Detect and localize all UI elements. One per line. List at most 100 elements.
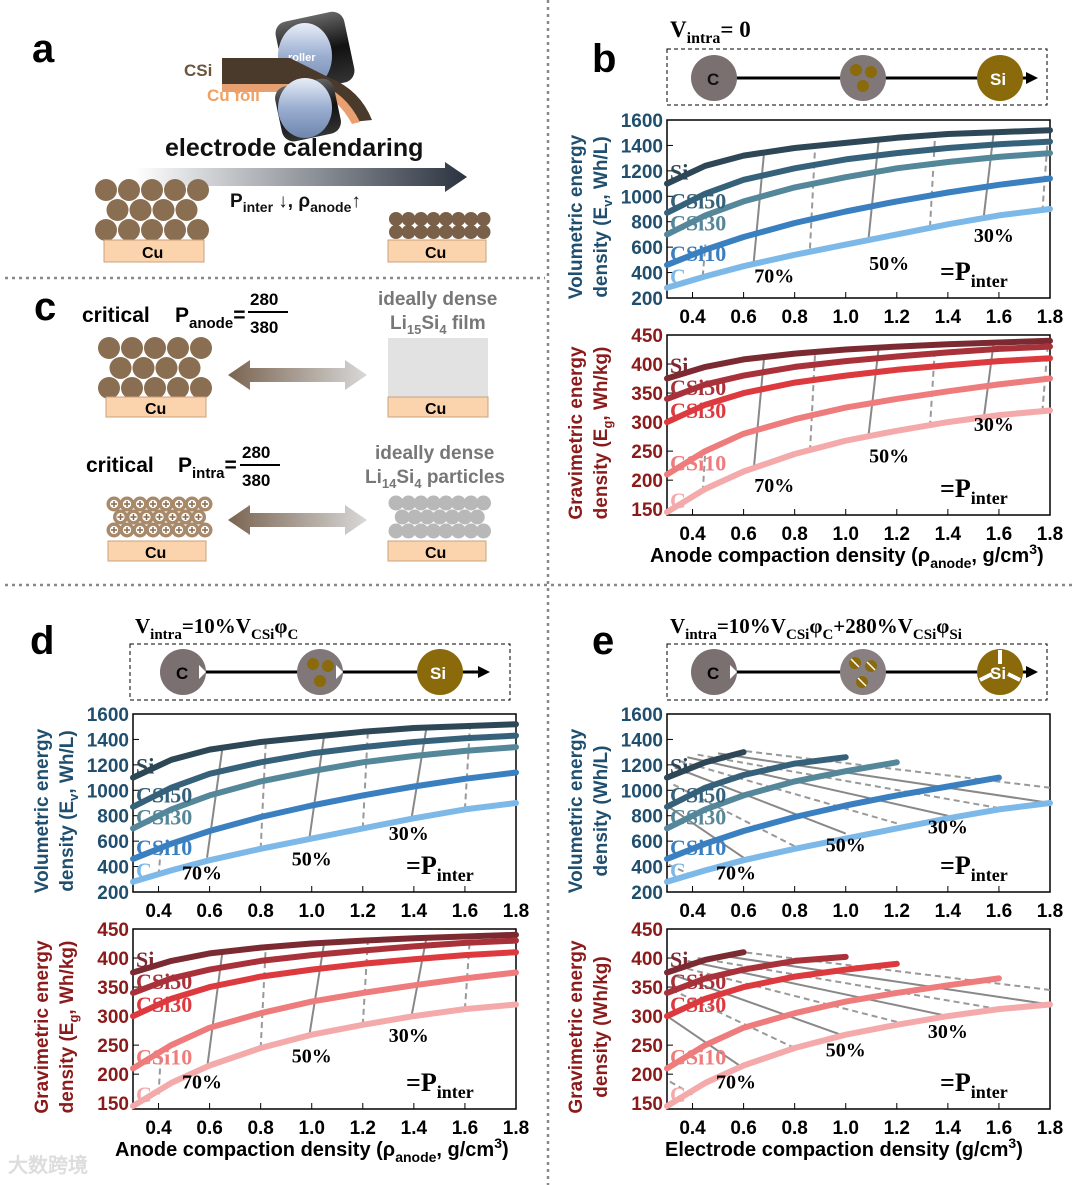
vintra-label: Vintra= 0 xyxy=(670,17,751,47)
cu-foil-label: Cu foil xyxy=(207,86,260,105)
iso-porosity-line-dashed xyxy=(259,741,267,849)
li15si4-film-label: Li15Si4 film xyxy=(390,313,486,337)
particle xyxy=(98,377,120,399)
particle xyxy=(439,212,453,226)
y-tick-label: 1200 xyxy=(87,756,129,777)
x-tick-label: 0.4 xyxy=(679,1118,706,1139)
particle xyxy=(469,509,485,525)
carbon-particle-porous-icon xyxy=(691,649,737,695)
composite-particle-icon xyxy=(840,55,886,101)
series-label-csi10: CSi10 xyxy=(136,1044,192,1069)
series-line-c xyxy=(664,206,1053,291)
x-tick-label: 0.4 xyxy=(679,524,706,545)
particle xyxy=(476,523,491,539)
particle xyxy=(106,199,129,221)
x-tick-label: 1.4 xyxy=(935,307,962,328)
x-axis-label: Electrode compaction density (g/cm3) xyxy=(665,1135,1023,1161)
series-label-csi50: CSi50 xyxy=(136,969,192,994)
y-tick-label: 400 xyxy=(631,355,663,376)
y-tick-label: 350 xyxy=(631,384,663,405)
carbon-label: C xyxy=(707,664,719,683)
porosity-annotation: 30% xyxy=(974,225,1014,247)
x-tick-label: 1.0 xyxy=(833,307,859,328)
particle xyxy=(132,357,155,379)
cu-current-collector xyxy=(387,396,489,418)
particle xyxy=(388,523,404,539)
fraction-numerator: 280 xyxy=(250,290,278,309)
panel-e-header: e Vintra=10%VCSiφC+280%VCSiφSi C Si xyxy=(592,614,1048,701)
particle xyxy=(444,509,460,525)
arrow-head-icon xyxy=(478,666,490,678)
iso-porosity-line-dashed xyxy=(928,345,937,427)
y-tick-label: 250 xyxy=(631,442,663,463)
cu-label: Cu xyxy=(425,545,446,562)
iso-porosity-line-dashed xyxy=(679,760,898,825)
particle xyxy=(141,179,163,201)
panel-a: a roller CSi Cu foil electrode calendari… xyxy=(32,11,491,263)
y-axis-label: Gravimetric energy xyxy=(566,346,587,520)
chart-d-vol: 0.4 0.6 0.8 1.0 1.2 1.4 1.6 1.8 200 400 600 800 1000… xyxy=(32,705,529,922)
y-tick-label: 200 xyxy=(97,883,129,904)
particle xyxy=(394,509,410,525)
cu-current-collector xyxy=(105,396,207,418)
porosity-annotation: 70% xyxy=(182,862,222,884)
porous-particles xyxy=(106,496,213,538)
particle xyxy=(118,179,140,201)
particle xyxy=(413,495,429,511)
series-line-csi50 xyxy=(664,953,849,996)
particle xyxy=(187,219,209,241)
porosity-annotation: 30% xyxy=(389,1025,429,1047)
y-tick-label: 200 xyxy=(631,1065,663,1086)
particle xyxy=(476,495,491,511)
particle xyxy=(463,495,479,511)
y-axis-label: Gravimetric energy xyxy=(566,940,587,1114)
series-label-csi50: CSi50 xyxy=(670,782,726,807)
roller-illustration: roller CSi Cu foil xyxy=(184,11,372,142)
watermark: 大数跨境 xyxy=(8,1153,88,1177)
series-label-c: C xyxy=(670,488,686,513)
y-tick-label: 200 xyxy=(631,883,663,904)
silicon-label: Si xyxy=(990,664,1006,683)
dense-film xyxy=(388,338,488,397)
series-label-csi10: CSi10 xyxy=(670,450,726,475)
series-label-si: Si xyxy=(670,754,688,779)
x-tick-label: 0.6 xyxy=(730,901,756,922)
x-tick-label: 1.0 xyxy=(299,1118,325,1139)
y-tick-label: 300 xyxy=(97,1007,129,1028)
y-axis-label: Volumetric energy xyxy=(566,134,587,299)
vintra-label: Vintra=10%VCSiφC+280%VCSiφSi xyxy=(670,614,962,643)
y-tick-label: 1000 xyxy=(621,781,663,802)
series-line-csi50 xyxy=(130,732,519,810)
series-line-c xyxy=(664,1001,1053,1110)
x-tick-label: 1.8 xyxy=(1037,1118,1063,1139)
particle xyxy=(438,523,454,539)
y-tick-label: 1200 xyxy=(621,162,663,183)
series-label-csi10: CSi10 xyxy=(670,241,726,266)
x-axis-label: Anode compaction density (ρanode, g/cm3) xyxy=(650,541,1044,571)
particle xyxy=(187,179,209,201)
particle xyxy=(175,199,198,221)
arrow-head-icon xyxy=(1026,72,1038,84)
porosity-annotation: 70% xyxy=(716,862,756,884)
particle xyxy=(457,509,473,525)
x-tick-label: 0.8 xyxy=(247,901,273,922)
y-tick-label: 600 xyxy=(631,238,663,259)
silicon-label: Si xyxy=(430,664,446,683)
series-label-si: Si xyxy=(670,947,688,972)
arrow-head-icon xyxy=(1026,666,1038,678)
series-line-csi30 xyxy=(664,355,1053,426)
y-axis-label: density (Eg, Wh/kg) xyxy=(57,941,81,1114)
y-tick-label: 1200 xyxy=(621,756,663,777)
x-tick-label: 0.8 xyxy=(781,524,807,545)
x-tick-label: 0.6 xyxy=(196,1118,222,1139)
particle xyxy=(167,337,189,359)
iso-porosity-line-dashed xyxy=(157,1050,163,1095)
li14si4-particles-label: Li14Si4 particles xyxy=(365,467,505,491)
particle xyxy=(401,523,416,539)
series-line-c xyxy=(664,407,1053,516)
iso-porosity-line-solid xyxy=(687,756,949,817)
iso-porosity-line-dashed xyxy=(679,965,898,1023)
particle xyxy=(451,523,466,539)
y-tick-label: 300 xyxy=(631,1007,663,1028)
particle xyxy=(413,523,429,539)
